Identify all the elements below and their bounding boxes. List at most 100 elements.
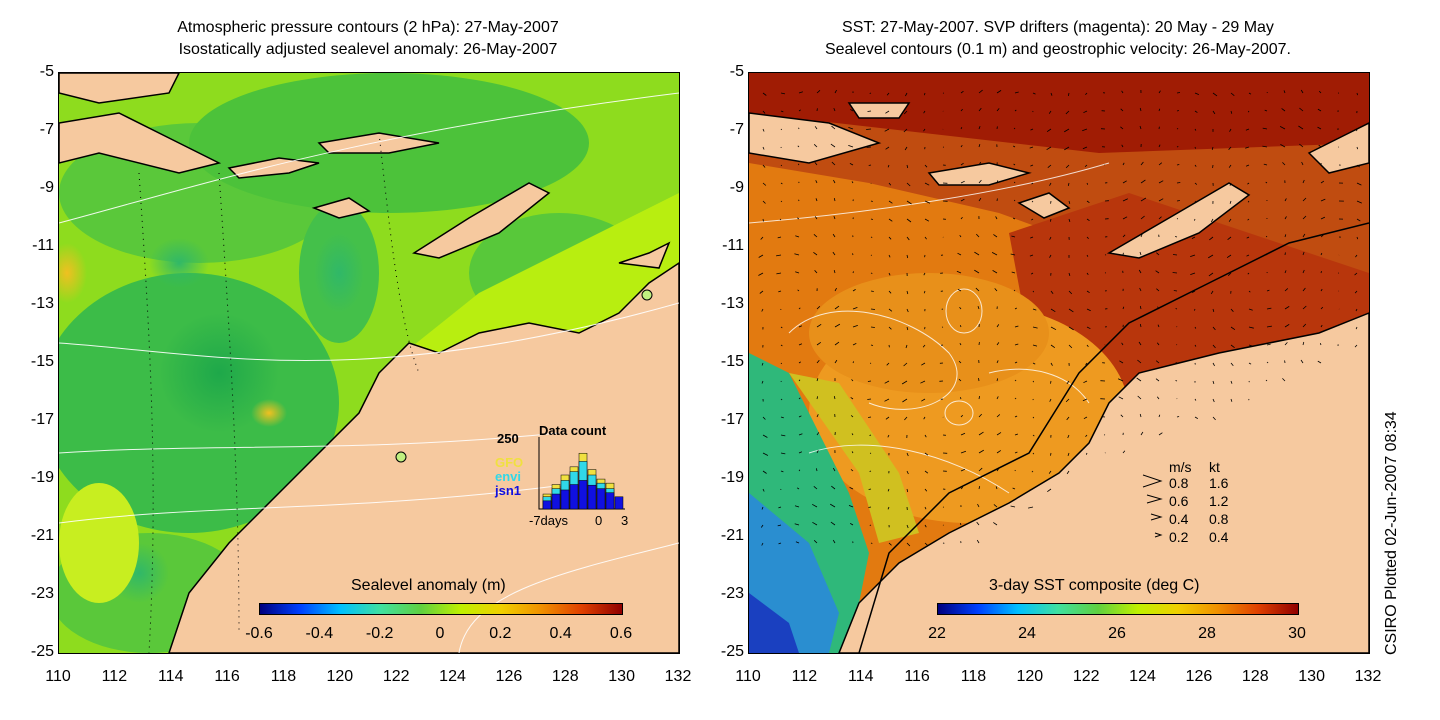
velocity-arrow — [852, 271, 854, 274]
velocity-arrow — [1028, 506, 1034, 509]
velocity-arrow — [996, 180, 999, 184]
velocity-arrow — [1320, 252, 1323, 256]
velocity-arrow — [1121, 90, 1124, 94]
velocity-arrow — [816, 414, 819, 418]
velocity-arrow — [1047, 164, 1052, 169]
velocity-arrow — [1211, 146, 1214, 151]
velocity-arrow — [959, 523, 962, 526]
velocity-arrow — [848, 145, 854, 148]
velocity-arrow — [1014, 325, 1019, 328]
velocity-arrow — [1046, 128, 1052, 133]
velocity-arrow — [869, 434, 872, 436]
velocity-arrow — [780, 182, 783, 185]
velocity-arrow — [1266, 289, 1270, 292]
velocity-arrow — [901, 380, 908, 385]
left-ytick: -15 — [30, 353, 54, 370]
velocity-arrow — [1262, 145, 1268, 148]
velocity-arrow — [1317, 126, 1322, 130]
left-ytick: -11 — [32, 237, 54, 254]
velocity-arrow — [761, 308, 764, 312]
velocity-arrow — [978, 396, 980, 400]
velocity-arrow — [886, 92, 890, 96]
velocity-arrow — [833, 179, 836, 184]
velocity-arrow — [833, 107, 836, 112]
velocity-arrow — [1265, 235, 1268, 238]
jsn1-bar — [596, 488, 606, 510]
velocity-arrow — [1140, 161, 1144, 166]
velocity-arrow — [976, 233, 980, 238]
velocity-arrow — [923, 128, 926, 132]
velocity-arrow — [1212, 380, 1215, 385]
velocity-arrow — [960, 180, 965, 184]
velocity-arrow — [902, 398, 908, 403]
velocity-arrow — [1176, 182, 1181, 184]
velocity-arrow — [798, 397, 801, 400]
velocity-arrow — [1265, 253, 1268, 256]
velocity-arrow — [888, 200, 893, 204]
velocity-arrow — [870, 308, 876, 310]
velocity-arrow — [1302, 287, 1306, 292]
velocity-arrow — [885, 110, 890, 114]
velocity-arrow — [996, 414, 1001, 418]
velocity-arrow — [1356, 182, 1362, 186]
left-xtick: 126 — [495, 668, 523, 685]
velocity-arrow — [976, 539, 980, 544]
velocity-arrow — [1086, 272, 1089, 275]
velocity-arrow — [762, 182, 767, 186]
velocity-arrow — [1208, 272, 1214, 277]
velocity-arrow — [996, 108, 1000, 112]
right-xtick: 132 — [1354, 668, 1382, 685]
velocity-legend-row-1-ms: 0.8 — [1169, 475, 1189, 491]
velocity-arrow — [903, 128, 908, 133]
velocity-arrow — [1082, 398, 1088, 402]
velocity-arrow — [1284, 324, 1290, 328]
velocity-arrow — [852, 343, 857, 346]
velocity-arrow — [797, 163, 800, 166]
velocity-arrow — [780, 92, 786, 95]
velocity-arrow — [1012, 217, 1016, 220]
right-xtick: 116 — [904, 668, 930, 685]
velocity-arrow — [870, 254, 872, 256]
data-count-title: Data count — [539, 423, 607, 438]
velocity-arrow — [1083, 110, 1088, 114]
velocity-arrow — [904, 416, 908, 421]
velocity-arrow — [812, 503, 818, 508]
velocity-arrow — [798, 379, 801, 382]
velocity-arrow — [977, 305, 980, 310]
velocity-arrow — [960, 432, 966, 436]
velocity-arrow — [1194, 308, 1196, 311]
velocity-arrow — [1137, 395, 1142, 400]
velocity-arrow — [1354, 290, 1358, 294]
inset-xlabel-start: -7days — [529, 513, 569, 528]
velocity-arrow — [1157, 324, 1160, 328]
velocity-arrow — [1212, 110, 1216, 115]
velocity-arrow — [833, 396, 836, 400]
velocity-arrow — [1032, 326, 1038, 329]
velocity-arrow — [1356, 236, 1359, 240]
velocity-arrow — [978, 107, 982, 112]
velocity-arrow — [867, 110, 872, 112]
legend-envi: envi — [495, 469, 522, 484]
left-ytick: -25 — [30, 643, 54, 660]
right-ytick: -7 — [729, 121, 744, 138]
velocity-arrow — [1248, 326, 1254, 329]
velocity-arrow — [906, 308, 909, 313]
velocity-arrow — [1247, 272, 1250, 275]
velocity-arrow — [851, 433, 854, 436]
velocity-arrow — [906, 524, 909, 529]
velocity-arrow — [924, 182, 930, 186]
right-ytick: -25 — [720, 643, 744, 660]
velocity-arrow — [1212, 344, 1216, 349]
velocity-arrow — [1140, 179, 1146, 184]
velocity-legend-row-1-kt: 1.6 — [1209, 475, 1229, 491]
velocity-arrow — [834, 359, 838, 364]
velocity-arrow — [815, 198, 818, 202]
velocity-arrow — [924, 542, 928, 546]
left-title-line1: Atmospheric pressure contours (2 hPa): 2… — [177, 19, 559, 36]
velocity-arrow — [1194, 110, 1198, 113]
velocity-arrow — [976, 521, 980, 526]
velocity-arrow — [905, 344, 908, 349]
velocity-arrow — [870, 542, 873, 544]
jsn1-bar — [587, 484, 597, 510]
velocity-arrow — [1212, 416, 1216, 421]
